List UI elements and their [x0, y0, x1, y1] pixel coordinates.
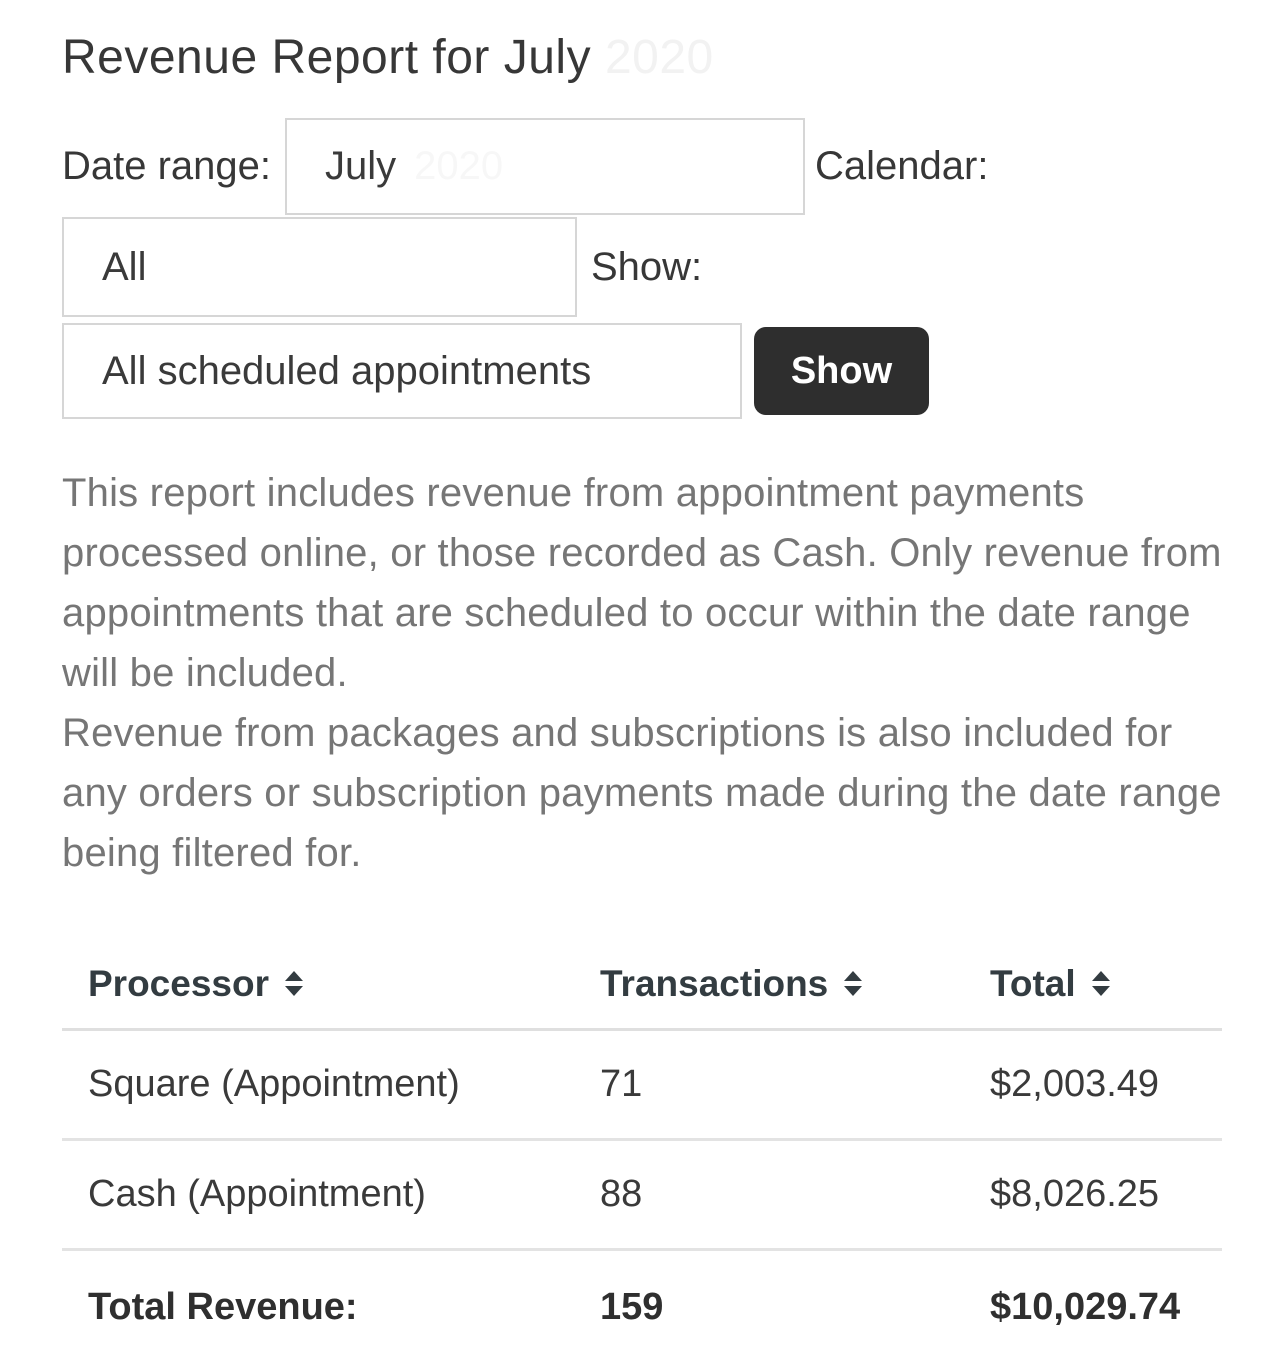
revenue-table: Processor Transactions Total Square (App…	[62, 939, 1222, 1363]
column-header-total-label: Total	[990, 962, 1076, 1004]
filter-bar: Date range: July 2020 Calendar: All Show…	[62, 118, 1222, 419]
column-header-processor-label: Processor	[88, 962, 269, 1004]
cell-transactions: 88	[600, 1173, 643, 1215]
filter-row-calendar: All Show:	[62, 217, 1222, 317]
cell-processor: Cash (Appointment)	[88, 1173, 426, 1215]
column-header-transactions[interactable]: Transactions	[574, 963, 964, 1005]
cell-total: $8,026.25	[990, 1173, 1160, 1215]
show-label: Show:	[591, 244, 703, 289]
date-range-label: Date range:	[62, 144, 272, 188]
report-description: This report includes revenue from appoin…	[62, 463, 1222, 883]
table-row: Cash (Appointment) 88 $8,026.25	[62, 1141, 1222, 1251]
cell-total: $2,003.49	[990, 1063, 1160, 1105]
table-header-row: Processor Transactions Total	[62, 939, 1222, 1031]
total-revenue-value: $10,029.74	[990, 1285, 1181, 1328]
appointments-filter-select[interactable]: All scheduled appointments	[62, 323, 742, 419]
calendar-select-value: All	[102, 244, 147, 289]
filter-row-date: Date range: July 2020 Calendar:	[62, 118, 1222, 215]
sort-icon	[844, 971, 863, 996]
sort-icon	[1091, 971, 1110, 996]
calendar-select[interactable]: All	[62, 217, 577, 317]
page-title-redacted-year: 2020	[604, 31, 714, 84]
sort-icon	[285, 971, 303, 996]
total-transactions-value: 159	[600, 1285, 664, 1328]
cell-processor: Square (Appointment)	[88, 1063, 460, 1105]
date-range-value: July	[325, 144, 397, 188]
description-paragraph-2: Revenue from packages and subscriptions …	[62, 711, 1222, 875]
page-title: Revenue Report for July 2020	[62, 30, 1222, 86]
table-row: Square (Appointment) 71 $2,003.49	[62, 1031, 1222, 1141]
description-paragraph-1: This report includes revenue from appoin…	[62, 471, 1222, 695]
appointments-filter-value: All scheduled appointments	[102, 348, 592, 393]
date-range-input[interactable]: July 2020	[285, 118, 806, 215]
column-header-transactions-label: Transactions	[600, 962, 829, 1004]
show-button[interactable]: Show	[754, 327, 929, 415]
calendar-label: Calendar:	[815, 144, 989, 188]
total-revenue-label: Total Revenue:	[88, 1285, 358, 1328]
cell-transactions: 71	[600, 1063, 643, 1105]
filter-row-show: All scheduled appointments Show	[62, 323, 1222, 419]
page-title-text: Revenue Report for July	[62, 31, 592, 84]
column-header-processor[interactable]: Processor	[62, 963, 574, 1005]
column-header-total[interactable]: Total	[964, 963, 1222, 1005]
table-total-row: Total Revenue: 159 $10,029.74	[62, 1251, 1222, 1363]
date-range-redacted-year: 2020	[414, 144, 504, 188]
